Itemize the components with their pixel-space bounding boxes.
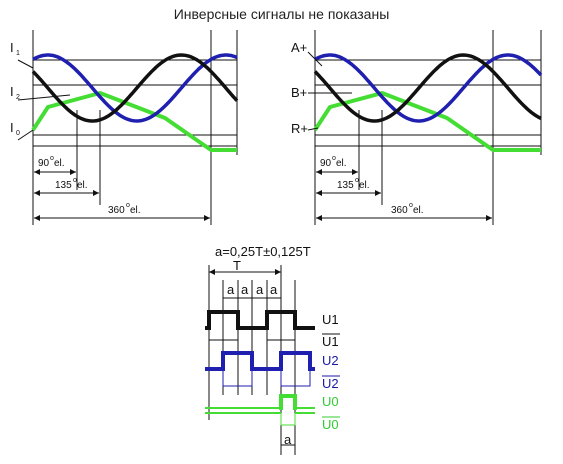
right-b-signal — [314, 53, 543, 123]
right-dimension-arrows — [316, 169, 492, 221]
u0-inverted-signal — [280, 413, 296, 426]
svg-text:el.: el. — [77, 180, 88, 191]
svg-text:90: 90 — [38, 158, 50, 169]
a-label: a — [256, 282, 264, 297]
svg-text:o: o — [332, 155, 336, 162]
label-u0-inverted: U0 — [322, 417, 339, 432]
svg-text:el.: el. — [413, 205, 424, 216]
svg-text:I: I — [10, 40, 14, 55]
left-label-i0: I 0 — [10, 120, 20, 137]
svg-text:o: o — [409, 202, 413, 209]
left-label-i1: I 1 — [10, 40, 20, 57]
left-dim-135: 135 o el. — [55, 177, 88, 191]
svg-text:o: o — [50, 155, 54, 162]
a-label: a — [241, 282, 249, 297]
right-dim-90: 90 o el. — [320, 155, 347, 169]
right-a-signal — [313, 53, 542, 123]
svg-text:el.: el. — [54, 158, 65, 169]
svg-text:0: 0 — [16, 130, 20, 137]
right-dim-360: 360 o el. — [391, 202, 424, 216]
a-interval-labels: a a a a a — [227, 282, 292, 447]
svg-text:el.: el. — [336, 158, 347, 169]
svg-text:o: o — [355, 177, 359, 184]
svg-text:o: o — [73, 177, 77, 184]
period-label: T — [233, 258, 241, 273]
svg-text:90: 90 — [320, 158, 332, 169]
svg-text:360: 360 — [391, 205, 408, 216]
label-u0: U0 — [322, 394, 339, 409]
u0-signal — [205, 394, 315, 414]
label-u1: U1 — [322, 312, 339, 327]
label-u2-inverted: U2 — [322, 376, 339, 391]
right-r-reference-signal — [313, 91, 541, 152]
left-dim-360: 360 o el. — [108, 202, 141, 216]
a-label: a — [270, 282, 278, 297]
right-label-r: R+ — [291, 121, 308, 136]
svg-text:el.: el. — [130, 205, 141, 216]
digital-signal-panel: a=0,25T±0,125T T a a a a a — [205, 244, 340, 455]
u2-inverted-signal — [222, 369, 311, 387]
right-label-a: A+ — [291, 40, 307, 55]
tolerance-formula: a=0,25T±0,125T — [215, 244, 311, 259]
right-dim-135: 135 o el. — [337, 177, 370, 191]
svg-text:I: I — [10, 120, 14, 135]
u1-inverted-signal — [208, 312, 296, 341]
svg-text:135: 135 — [337, 180, 354, 191]
label-u1-inverted: U1 — [322, 334, 339, 349]
right-label-b: B+ — [291, 85, 307, 100]
left-dim-90: 90 o el. — [38, 155, 65, 169]
svg-text:2: 2 — [16, 94, 20, 101]
svg-text:1: 1 — [16, 50, 20, 57]
right-grid — [314, 30, 542, 225]
u2-signal — [205, 351, 315, 371]
diagram-title: Инверсные сигналы не показаны — [173, 6, 390, 22]
label-u2: U2 — [322, 353, 339, 368]
a-label: a — [227, 282, 235, 297]
right-leader-lines — [307, 51, 352, 131]
right-analog-panel: A+ B+ R+ 90 o el. 135 o el. 360 o el. — [291, 30, 543, 225]
left-i0-reference-signal — [31, 91, 237, 152]
svg-text:I: I — [10, 84, 14, 99]
left-leader-lines — [17, 59, 71, 141]
svg-text:o: o — [126, 202, 130, 209]
left-label-i2: I 2 — [10, 84, 20, 101]
u1-signal — [205, 310, 315, 330]
svg-text:el.: el. — [359, 180, 370, 191]
svg-text:135: 135 — [55, 180, 72, 191]
left-i1-signal — [31, 53, 239, 123]
svg-text:360: 360 — [108, 205, 125, 216]
a-label: a — [284, 432, 292, 447]
left-dimension-arrows — [34, 169, 210, 221]
left-analog-panel: I 1 I 2 I 0 90 o el. 135 o el. 360 o — [10, 30, 239, 225]
